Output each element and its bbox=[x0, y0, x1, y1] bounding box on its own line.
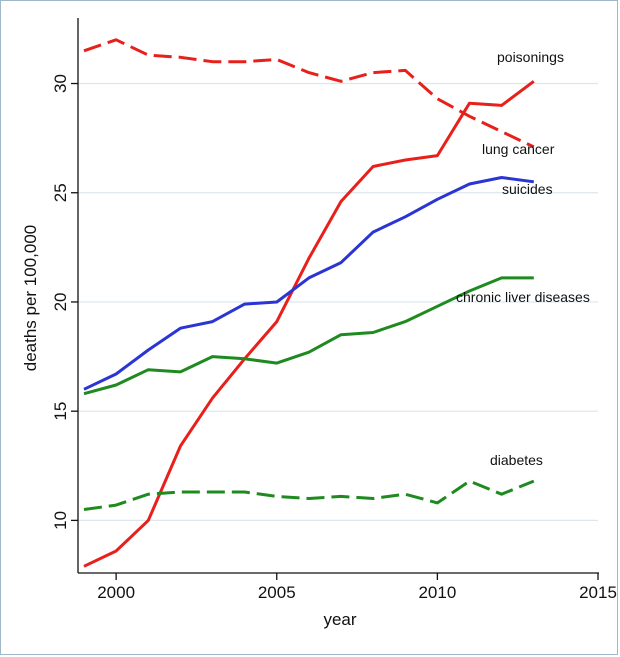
y-tick-label-10: 10 bbox=[51, 511, 70, 530]
grid-lines bbox=[78, 82, 598, 521]
series-group bbox=[83, 38, 535, 568]
x-tick-label-2000: 2000 bbox=[97, 583, 135, 602]
y-axis-title: deaths per 100,000 bbox=[21, 225, 40, 372]
y-tick-label-15: 15 bbox=[51, 402, 70, 421]
x-tick-label-2010: 2010 bbox=[418, 583, 456, 602]
label-chronic-liver-diseases: chronic liver diseases bbox=[456, 289, 590, 305]
series-line-lung-cancer bbox=[83, 38, 535, 149]
series-line-chronic-liver-diseases bbox=[83, 276, 534, 396]
label-suicides: suicides bbox=[502, 181, 553, 197]
y-tick-label-25: 25 bbox=[51, 183, 70, 202]
label-diabetes: diabetes bbox=[490, 452, 543, 468]
x-tick-label-2005: 2005 bbox=[258, 583, 296, 602]
x-axis-title: year bbox=[323, 610, 356, 629]
y-tick-label-20: 20 bbox=[51, 292, 70, 311]
series-line-suicides bbox=[83, 176, 534, 391]
x-tick-label-2015: 2015 bbox=[579, 583, 617, 602]
label-poisonings: poisonings bbox=[497, 49, 564, 65]
axes: 10 15 20 25 30 2000 2005 2010 2015 bbox=[51, 18, 617, 602]
series-line-diabetes bbox=[83, 479, 535, 511]
y-tick-label-30: 30 bbox=[51, 74, 70, 93]
label-lung-cancer: lung cancer bbox=[482, 141, 555, 157]
series-labels: poisonings lung cancer suicides chronic … bbox=[456, 49, 590, 468]
series-line-poisonings bbox=[83, 80, 535, 568]
